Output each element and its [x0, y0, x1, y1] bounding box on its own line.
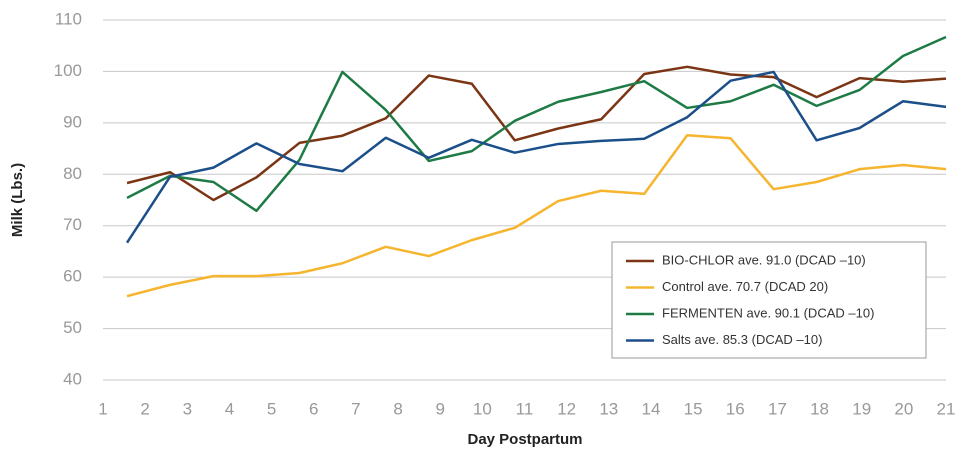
x-tick-label: 18 — [810, 399, 829, 418]
x-tick-label: 20 — [894, 399, 913, 418]
x-tick-label: 6 — [309, 399, 318, 418]
x-tick-label: 2 — [140, 399, 149, 418]
y-tick-label: 60 — [63, 267, 82, 286]
y-tick-label: 80 — [63, 164, 82, 183]
y-tick-label: 50 — [63, 318, 82, 337]
x-axis-title: Day Postpartum — [467, 431, 582, 448]
x-tick-label: 10 — [473, 399, 492, 418]
y-tick-label: 110 — [55, 9, 82, 28]
legend-label: Salts ave. 85.3 (DCAD –10) — [662, 332, 822, 347]
x-tick-label: 4 — [225, 399, 234, 418]
x-tick-label: 5 — [267, 399, 276, 418]
series-line — [126, 65, 947, 202]
series-line — [126, 35, 947, 213]
x-tick-label: 13 — [599, 399, 618, 418]
y-tick-label: 100 — [54, 61, 82, 80]
series-line — [125, 70, 947, 244]
legend-label: FERMENTEN ave. 90.1 (DCAD –10) — [662, 305, 874, 320]
x-tick-label: 12 — [557, 399, 576, 418]
legend-box — [611, 241, 927, 359]
x-tick-label: 8 — [393, 399, 402, 418]
y-axis-title: Milk (Lbs.) — [9, 163, 26, 237]
series-line — [126, 133, 947, 298]
x-tick-label: 15 — [684, 399, 703, 418]
x-tick-label: 3 — [183, 399, 192, 418]
x-tick-label: 21 — [937, 399, 956, 418]
x-tick-label: 1 — [98, 399, 107, 418]
x-tick-label: 19 — [852, 399, 871, 418]
legend-label: BIO-CHLOR ave. 91.0 (DCAD –10) — [662, 252, 866, 267]
y-tick-label: 40 — [63, 369, 82, 388]
x-tick-label: 17 — [768, 399, 787, 418]
x-tick-label: 9 — [435, 399, 444, 418]
y-tick-label: 70 — [63, 215, 82, 234]
y-tick-label: 90 — [63, 112, 82, 131]
x-tick-label: 16 — [726, 399, 745, 418]
x-tick-label: 7 — [351, 399, 360, 418]
legend-label: Control ave. 70.7 (DCAD 20) — [662, 279, 828, 294]
x-tick-label: 14 — [641, 399, 660, 418]
x-tick-label: 11 — [516, 399, 534, 418]
